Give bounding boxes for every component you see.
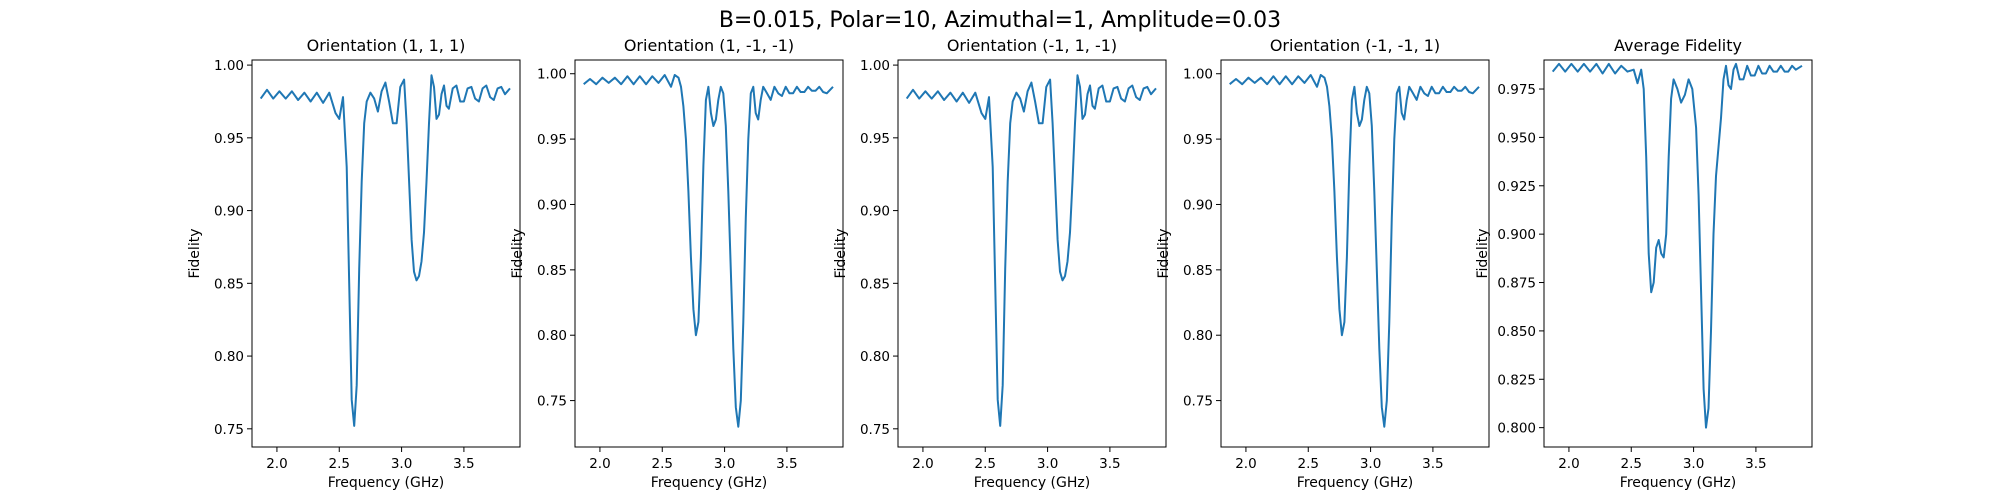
y-tick-label: 0.90 bbox=[537, 197, 567, 213]
subplot-2: Orientation (1, -1, -1) 2.0 2.5 3.0 3.5 0.75 0… bbox=[510, 36, 844, 491]
x-tick-label: 2.5 bbox=[652, 456, 673, 472]
x-axis-label: Frequency (GHz) bbox=[974, 475, 1090, 491]
y-axis-label: Fidelity bbox=[187, 229, 203, 279]
y-tick-label: 0.875 bbox=[1497, 276, 1536, 292]
subplot-title: Orientation (-1, 1, -1) bbox=[947, 36, 1117, 55]
subplot-title: Orientation (1, -1, -1) bbox=[624, 36, 794, 55]
y-tick-label: 0.95 bbox=[537, 132, 567, 148]
y-tick-label: 0.850 bbox=[1497, 324, 1536, 340]
series-line bbox=[905, 74, 1157, 427]
x-tick-label: 3.5 bbox=[1745, 456, 1766, 472]
y-tick-label: 1.00 bbox=[1183, 67, 1213, 83]
x-tick-label: 2.0 bbox=[1558, 456, 1579, 472]
y-tick-label: 0.75 bbox=[860, 422, 890, 438]
x-axis-label: Frequency (GHz) bbox=[651, 475, 767, 491]
series-line bbox=[583, 74, 834, 428]
y-tick-label: 0.95 bbox=[1183, 132, 1213, 148]
x-tick-label: 3.5 bbox=[1422, 456, 1443, 472]
y-tick-label: 0.975 bbox=[1497, 82, 1536, 98]
subplot-5: Average Fidelity 2.0 2.5 3.0 3.5 0.800 0.825 0.… bbox=[1475, 36, 1813, 491]
y-tick-label: 0.90 bbox=[860, 204, 890, 220]
y-axis-label: Fidelity bbox=[510, 229, 526, 279]
x-tick-label: 3.5 bbox=[1099, 456, 1120, 472]
series-line bbox=[259, 74, 511, 427]
y-axis-label: Fidelity bbox=[1475, 229, 1491, 279]
y-tick-label: 0.75 bbox=[537, 394, 567, 410]
y-tick-label: 0.85 bbox=[1183, 263, 1213, 279]
y-tick-label: 0.75 bbox=[214, 422, 244, 438]
axes-frame bbox=[897, 59, 1167, 448]
axes-frame bbox=[574, 59, 844, 448]
series-line bbox=[1229, 74, 1480, 428]
y-tick-label: 0.90 bbox=[214, 204, 244, 220]
y-tick-label: 1.00 bbox=[214, 58, 244, 74]
subplot-3: Orientation (-1, 1, -1) 2.0 2.5 3.0 3.5 0.75 0… bbox=[833, 36, 1167, 491]
y-tick-label: 0.80 bbox=[537, 328, 567, 344]
x-tick-label: 2.5 bbox=[1298, 456, 1319, 472]
y-tick-label: 1.00 bbox=[860, 58, 890, 74]
figure-title: B=0.015, Polar=10, Azimuthal=1, Amplitud… bbox=[719, 8, 1281, 33]
series-line bbox=[1551, 62, 1803, 429]
axes-frame bbox=[1220, 59, 1490, 448]
x-tick-label: 3.0 bbox=[391, 456, 412, 472]
x-tick-label: 2.0 bbox=[266, 456, 287, 472]
y-tick-label: 0.925 bbox=[1497, 179, 1536, 195]
subplot-title: Average Fidelity bbox=[1614, 36, 1742, 55]
y-axis-label: Fidelity bbox=[1156, 229, 1172, 279]
axes-frame bbox=[251, 59, 521, 448]
x-tick-label: 2.5 bbox=[975, 456, 996, 472]
x-tick-label: 2.5 bbox=[329, 456, 350, 472]
y-tick-label: 0.85 bbox=[860, 276, 890, 292]
y-tick-label: 0.825 bbox=[1497, 372, 1536, 388]
y-tick-label: 0.80 bbox=[1183, 328, 1213, 344]
y-tick-label: 0.80 bbox=[860, 349, 890, 365]
subplot-1: Orientation (1, 1, 1) 2.0 2.5 3.0 3.5 0.75 0.8… bbox=[187, 36, 521, 491]
subplot-title: Orientation (-1, -1, 1) bbox=[1270, 36, 1440, 55]
x-tick-label: 3.5 bbox=[453, 456, 474, 472]
y-tick-label: 0.950 bbox=[1497, 130, 1536, 146]
y-tick-label: 0.85 bbox=[537, 263, 567, 279]
y-tick-label: 1.00 bbox=[537, 67, 567, 83]
subplot-4: Orientation (-1, -1, 1) 2.0 2.5 3.0 3.5 0.75 0… bbox=[1156, 36, 1490, 491]
x-tick-label: 2.5 bbox=[1621, 456, 1642, 472]
x-tick-label: 3.0 bbox=[1037, 456, 1058, 472]
x-tick-label: 3.0 bbox=[714, 456, 735, 472]
y-axis-label: Fidelity bbox=[833, 229, 849, 279]
y-tick-label: 0.95 bbox=[860, 131, 890, 147]
x-axis-label: Frequency (GHz) bbox=[1620, 475, 1736, 491]
subplots: Orientation (1, 1, 1) 2.0 2.5 3.0 3.5 0.75 0.8… bbox=[187, 36, 1813, 491]
y-tick-label: 0.75 bbox=[1183, 394, 1213, 410]
y-tick-label: 0.80 bbox=[214, 349, 244, 365]
y-tick-label: 0.95 bbox=[214, 131, 244, 147]
x-tick-label: 2.0 bbox=[589, 456, 610, 472]
x-axis-label: Frequency (GHz) bbox=[1297, 475, 1413, 491]
x-tick-label: 2.0 bbox=[1235, 456, 1256, 472]
subplot-title: Orientation (1, 1, 1) bbox=[307, 36, 466, 55]
y-tick-label: 0.900 bbox=[1497, 227, 1536, 243]
x-tick-label: 3.0 bbox=[1360, 456, 1381, 472]
y-tick-label: 0.85 bbox=[214, 276, 244, 292]
axes-frame bbox=[1543, 59, 1813, 448]
y-tick-label: 0.90 bbox=[1183, 197, 1213, 213]
x-axis-label: Frequency (GHz) bbox=[328, 475, 444, 491]
x-tick-label: 3.5 bbox=[776, 456, 797, 472]
x-tick-label: 2.0 bbox=[912, 456, 933, 472]
y-tick-label: 0.800 bbox=[1497, 421, 1536, 437]
x-tick-label: 3.0 bbox=[1683, 456, 1704, 472]
